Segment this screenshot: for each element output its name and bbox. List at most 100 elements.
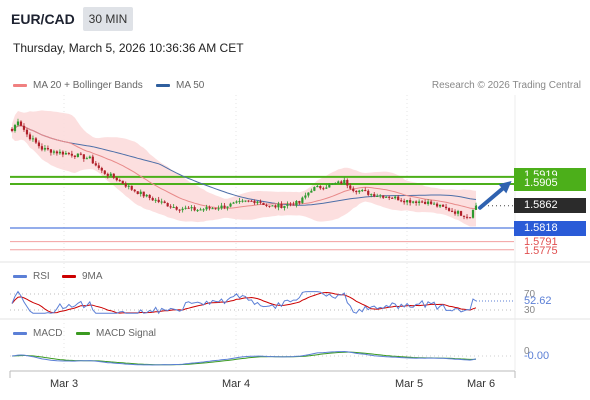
- candle: [229, 202, 232, 208]
- candle: [217, 205, 220, 211]
- candle: [172, 204, 175, 208]
- candle-body: [193, 207, 196, 211]
- timeframe-button[interactable]: 30 MIN: [83, 7, 133, 31]
- candle: [112, 173, 115, 180]
- candle: [16, 118, 20, 127]
- candle-body: [166, 203, 169, 207]
- candle: [361, 188, 364, 192]
- candle-body: [223, 205, 226, 208]
- candle: [187, 206, 190, 209]
- candle-body: [184, 207, 187, 209]
- candle: [196, 209, 199, 212]
- x-axis: Mar 3 Mar 4 Mar 5 Mar 6: [9, 370, 516, 390]
- candle-body: [37, 142, 41, 147]
- chart-datetime: Thursday, March 5, 2026 10:36:36 AM CET: [13, 41, 244, 55]
- candle-body: [277, 203, 280, 208]
- candle: [322, 186, 325, 191]
- candle-body: [160, 201, 163, 203]
- candle: [241, 198, 244, 203]
- candle: [465, 214, 469, 220]
- candle: [79, 152, 82, 156]
- legend-macd: MACD: [13, 328, 62, 339]
- candle-body: [459, 211, 463, 216]
- candle-body: [265, 205, 268, 207]
- candle-body: [145, 194, 148, 197]
- current-price-badge: 1.5862: [514, 198, 586, 213]
- candle: [136, 191, 139, 195]
- candle-body: [52, 151, 56, 153]
- candle-body: [343, 179, 346, 184]
- x-tick-label: Mar 6: [467, 378, 495, 390]
- macd-zero-label: 0: [524, 346, 530, 357]
- candle-body: [127, 185, 130, 187]
- candle: [142, 191, 145, 198]
- candle: [424, 199, 427, 205]
- candle: [310, 188, 313, 193]
- candle: [91, 154, 94, 164]
- macd-line: [11, 350, 477, 366]
- candle: [67, 151, 70, 156]
- candle-body: [385, 196, 388, 198]
- candle: [429, 199, 433, 205]
- candle-body: [429, 201, 433, 204]
- candle-body: [106, 173, 109, 176]
- candle-body: [382, 195, 385, 198]
- candle-body: [91, 156, 94, 164]
- candle: [73, 155, 76, 160]
- research-credit: Research © 2026 Trading Central: [431, 80, 581, 91]
- candle: [148, 194, 151, 201]
- candle: [334, 182, 337, 185]
- candle: [409, 197, 412, 206]
- candle-body: [340, 181, 343, 184]
- candle: [193, 205, 196, 212]
- candle-body: [361, 190, 364, 192]
- candle: [64, 150, 67, 155]
- candle-body: [28, 134, 32, 140]
- candle-body: [468, 217, 472, 219]
- candle: [289, 202, 292, 207]
- candle-body: [349, 185, 352, 189]
- candle-body: [163, 201, 166, 204]
- candle: [456, 209, 460, 217]
- candle: [364, 187, 367, 192]
- candle: [349, 183, 352, 190]
- candle-body: [310, 190, 313, 193]
- candle-body: [352, 188, 355, 191]
- x-tick-label: Mar 4: [222, 378, 250, 390]
- candle: [367, 189, 370, 197]
- candle: [403, 198, 406, 205]
- candle: [355, 190, 358, 195]
- candle-body: [295, 200, 298, 206]
- candle: [438, 204, 442, 209]
- legend-ma20: MA 20 + Bollinger Bands: [13, 80, 143, 91]
- candle: [202, 208, 205, 212]
- rsi-value-label: 52.62: [524, 295, 552, 307]
- candle-body: [406, 200, 409, 203]
- bollinger-bands: [12, 110, 476, 227]
- x-tick-label: Mar 3: [50, 378, 78, 390]
- rsi-upper-label: 70: [524, 289, 536, 300]
- candle-body: [13, 125, 17, 131]
- candle: [199, 207, 202, 211]
- candle: [184, 205, 187, 210]
- candle-body: [432, 203, 436, 205]
- candle: [214, 207, 217, 210]
- candle-body: [283, 205, 286, 208]
- candle-body: [247, 200, 250, 202]
- candle: [37, 140, 41, 149]
- candle-body: [175, 206, 178, 210]
- candle-body: [301, 197, 304, 203]
- candle-body: [474, 205, 478, 210]
- candle: [316, 185, 319, 188]
- candle-body: [157, 199, 160, 202]
- candle: [43, 145, 47, 152]
- candle-body: [10, 128, 14, 131]
- candle-body: [226, 206, 229, 208]
- candle-body: [444, 206, 448, 209]
- candle: [370, 193, 373, 198]
- candle: [459, 210, 463, 217]
- candle: [280, 201, 283, 209]
- candle-body: [427, 201, 430, 204]
- candle-body: [262, 202, 265, 206]
